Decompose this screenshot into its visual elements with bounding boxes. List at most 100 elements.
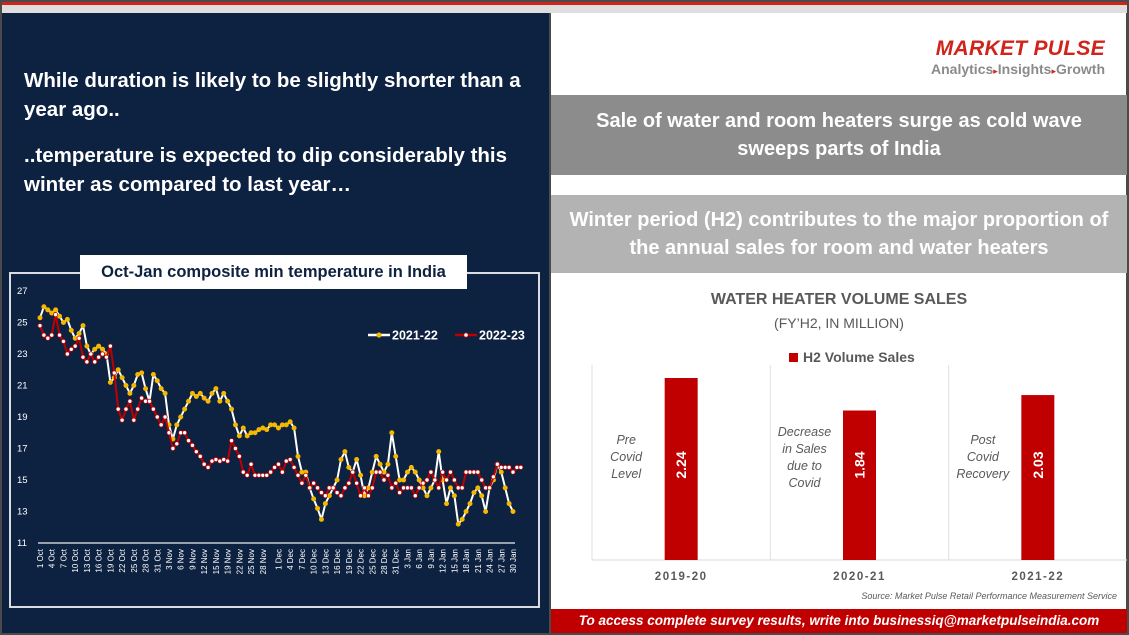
x-tick-label: 9 Jan [427,549,436,569]
x-tick-label: 31 Dec [392,549,401,574]
x-tick-label: 13 Oct [83,548,92,572]
data-point [303,472,309,478]
data-point [412,469,418,475]
x-tick-label: 16 Dec [333,549,342,574]
data-point [318,490,324,496]
data-point [475,485,481,491]
tagline-analytics: Analytics [931,61,994,77]
data-point [232,445,238,451]
bar-annotation: Decrease [778,425,832,439]
data-point [131,417,137,423]
data-point [275,425,281,431]
data-point [510,508,516,514]
data-point [119,375,125,381]
data-point [127,398,133,404]
data-point [217,398,223,404]
legend-label: 2021-22 [392,329,438,343]
data-point [268,469,274,475]
x-tick-label: 28 Nov [259,549,268,574]
data-point [338,457,344,463]
data-point [311,480,317,486]
bar-chart-title: WATER HEATER VOLUME SALES [710,291,968,308]
data-point [53,307,59,313]
y-tick-label: 23 [17,349,28,360]
logo-tagline: Analytics▸Insights▸Growth [931,61,1105,77]
data-point [189,442,195,448]
data-point [57,332,63,338]
data-point [451,493,457,499]
x-tick-label: 19 Dec [345,549,354,574]
data-point [154,414,160,420]
data-point [92,359,98,365]
logo-title: MARKET PULSE [935,37,1105,60]
data-point [119,417,125,423]
data-point [96,354,102,360]
data-point [416,477,422,483]
data-point [146,398,152,404]
water-heater-bar-chart: 2.24 2019-20 Pre Covid Level 1.84 2020-21 Decre… [591,365,1127,583]
data-point [397,490,403,496]
data-point [236,433,242,439]
arrow-icon: ▸ [993,66,998,76]
data-point [166,430,172,436]
x-tick-label: 16 Oct [95,548,104,572]
data-point [315,505,321,511]
data-point [342,485,348,491]
data-point [182,430,188,436]
data-point [252,430,258,436]
bar-2021-22 [1021,395,1055,560]
data-point [471,490,477,496]
data-point [229,406,235,412]
data-point [182,406,188,412]
headline-temperature: ..temperature is expected to dip conside… [24,144,508,196]
bar-2020-21 [843,410,876,560]
x-tick-label: 1 Oct [36,548,45,568]
data-point [447,485,453,491]
data-point [229,438,235,444]
data-point [236,453,242,459]
x-tick-label: 25 Nov [247,549,256,574]
data-point [346,464,352,470]
data-point [389,430,395,436]
top-accent-bar [2,2,1127,5]
data-point [428,469,434,475]
x-tick-label: 27 Jan [497,549,506,573]
data-point [275,461,281,467]
data-point [92,346,98,352]
data-point [248,461,254,467]
data-point [287,457,293,463]
x-tick-label: 24 Jan [486,549,495,573]
data-point [350,469,356,475]
data-point [358,472,364,478]
data-point [506,464,512,470]
footer-contact[interactable]: To access complete survey results, write… [551,609,1127,633]
data-point [354,480,360,486]
x-tick-label: 12 Nov [200,549,209,574]
data-point [377,469,383,475]
legend-swatch [789,352,798,362]
y-tick-label: 17 [17,444,28,455]
data-point [209,390,215,396]
bar-annotation: due to [787,459,822,473]
data-point [490,474,496,480]
data-point [135,406,141,412]
data-point [123,406,129,412]
data-point [295,472,301,478]
bar-annotation: Covid [610,450,643,464]
data-point [479,493,485,499]
data-point [436,485,442,491]
x-tick-label: 28 Oct [142,548,151,572]
data-point [377,461,383,467]
temperature-chart-title: Oct-Jan composite min temperature in Ind… [80,255,467,289]
x-tick-label: 10 Oct [71,548,80,572]
data-point [45,335,51,341]
data-point [494,461,500,467]
x-tick-label: 3 Nov [165,549,174,570]
data-point [393,453,399,459]
banner-cold-wave: Sale of water and room heaters surge as … [551,95,1127,175]
x-tick-label: 1 Dec [274,549,283,570]
data-point [506,501,512,507]
data-point [385,461,391,467]
data-point [45,307,51,313]
x-tick-label: 6 Nov [177,549,186,570]
